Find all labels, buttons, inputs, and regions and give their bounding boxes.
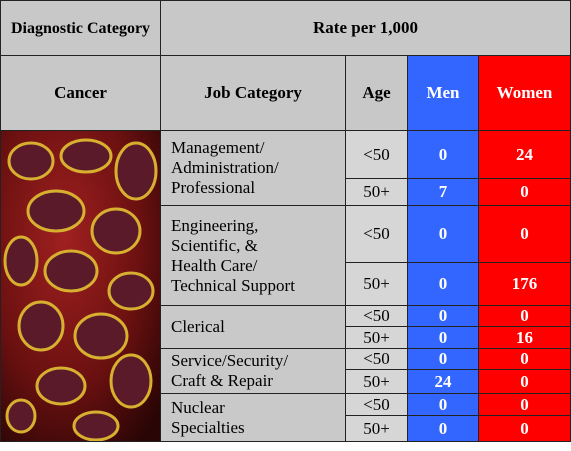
- job-cell: Service/Security/Craft & Repair: [160, 348, 346, 394]
- men-cell: 0: [407, 305, 479, 327]
- job-line: Administration/: [171, 158, 279, 177]
- men-cell: 0: [407, 393, 479, 416]
- column-header: Age: [345, 55, 408, 131]
- column-header: Men: [407, 55, 479, 131]
- men-cell: 24: [407, 369, 479, 394]
- age-cell: <50: [345, 305, 408, 327]
- age-cell: 50+: [345, 178, 408, 206]
- men-cell: 0: [407, 130, 479, 179]
- body-row: Nuclear Specialties <50 0 0: [1, 393, 571, 442]
- men-cell: 0: [407, 415, 479, 442]
- tissue-image: [1, 131, 160, 441]
- women-cell: 24: [477, 130, 571, 179]
- age-cell: 50+: [345, 415, 408, 442]
- job-line: Professional: [171, 178, 256, 197]
- men-cell: 0: [407, 205, 479, 263]
- body-row: Clerical <50 0 0: [1, 305, 571, 349]
- job-line: Scientific, &: [171, 235, 258, 255]
- header-cell: Diagnostic Category: [0, 0, 161, 56]
- job-line: Management/: [171, 138, 265, 157]
- header-row: Diagnostic Category Rate per 1,000: [0, 0, 571, 56]
- women-cell: 0: [477, 393, 571, 416]
- job-cell: Management/Administration/Professional: [160, 130, 346, 206]
- body-row: 50+ 24 0: [1, 369, 571, 394]
- job-line: Specialties: [171, 417, 245, 437]
- women-cell: 0: [477, 415, 571, 442]
- men-cell: 0: [407, 348, 479, 370]
- job-line: Craft & Repair: [171, 371, 273, 390]
- women-cell: 176: [477, 262, 571, 306]
- job-line: Technical Support: [171, 275, 295, 295]
- men-cell: 0: [407, 262, 479, 306]
- body-row: Management/Administration/Professional <5…: [0, 130, 571, 442]
- header-cell: Rate per 1,000: [159, 0, 571, 56]
- job-line: Health Care/: [171, 255, 258, 275]
- age-cell: <50: [345, 205, 408, 263]
- age-cell: <50: [345, 393, 408, 416]
- women-cell: 0: [477, 305, 571, 327]
- men-cell: 7: [407, 178, 479, 206]
- job-line: Nuclear: [171, 397, 225, 417]
- job-cell: Nuclear Specialties: [160, 393, 346, 442]
- women-cell: 16: [477, 326, 571, 349]
- women-cell: 0: [477, 178, 571, 206]
- body-row: Engineering, Scientific, & Health Care/Tec…: [1, 205, 571, 306]
- job-cell: Engineering, Scientific, & Health Care/Tec…: [160, 205, 346, 306]
- body-row: 50+ 0 0: [1, 415, 571, 442]
- women-cell: 0: [477, 348, 571, 370]
- age-cell: 50+: [345, 262, 408, 306]
- age-cell: 50+: [345, 369, 408, 394]
- job-cell: Clerical: [160, 305, 346, 349]
- job-line: Clerical: [171, 317, 225, 336]
- job-line: Engineering,: [171, 215, 259, 235]
- column-header: Cancer: [0, 55, 161, 131]
- column-header: Job Category: [160, 55, 346, 131]
- age-cell: <50: [345, 130, 408, 179]
- men-cell: 0: [407, 326, 479, 349]
- column-header: Women: [477, 55, 571, 131]
- body-row: 50+ 0 176: [1, 262, 571, 306]
- image-cell: [0, 130, 161, 442]
- age-cell: 50+: [345, 326, 408, 349]
- age-cell: <50: [345, 348, 408, 370]
- column-row: Cancer Job Category Age Men Women: [0, 55, 571, 131]
- women-cell: 0: [477, 369, 571, 394]
- job-line: Service/Security/: [171, 351, 289, 370]
- women-cell: 0: [477, 205, 571, 263]
- body-row: 50+ 7 0: [1, 178, 571, 206]
